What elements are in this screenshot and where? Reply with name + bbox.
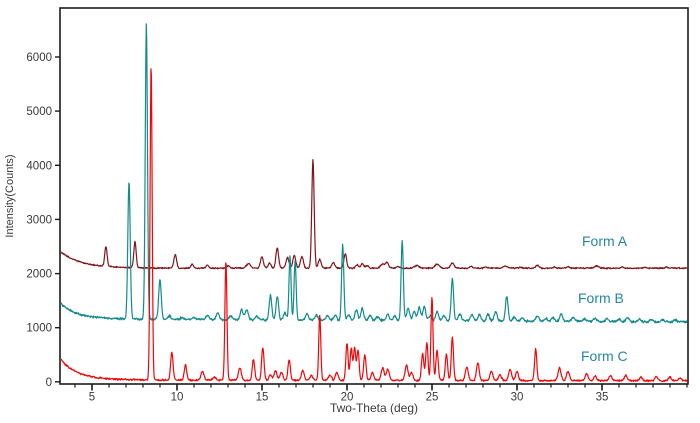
plot-border	[59, 7, 689, 385]
y-tick-label: 3000	[26, 214, 52, 226]
x-axis-ticks: 5 10 15 20 25 30 35	[74, 384, 688, 404]
series-form-c-trace	[60, 68, 688, 383]
x-tick-label: 30	[511, 392, 524, 404]
y-tick-label: 6000	[26, 52, 52, 64]
x-tick-label: 15	[256, 392, 269, 404]
x-tick-label: 20	[341, 392, 354, 404]
y-tick-label: 2000	[26, 269, 52, 281]
series-form-a-trace	[60, 159, 688, 270]
x-tick-label: 5	[89, 392, 95, 404]
y-axis-title: Intensity(Counts)	[4, 154, 16, 237]
y-axis-ticks: 0 1000 2000 3000 4000 5000 6000	[26, 52, 60, 389]
y-tick-label: 1000	[26, 323, 52, 335]
x-axis-title: Two-Theta (deg)	[330, 401, 418, 415]
x-tick-label: 25	[426, 392, 439, 404]
x-tick-label: 35	[596, 392, 609, 404]
y-tick-label: 4000	[26, 160, 52, 172]
series-form-b-trace	[60, 23, 688, 324]
legend-label-form-a: Form A	[582, 233, 628, 249]
y-tick-label: 0	[46, 377, 52, 389]
legend-label-form-b: Form B	[578, 290, 624, 306]
x-tick-label: 10	[171, 392, 184, 404]
legend-label-form-c: Form C	[581, 348, 628, 364]
y-tick-label: 5000	[26, 106, 52, 118]
